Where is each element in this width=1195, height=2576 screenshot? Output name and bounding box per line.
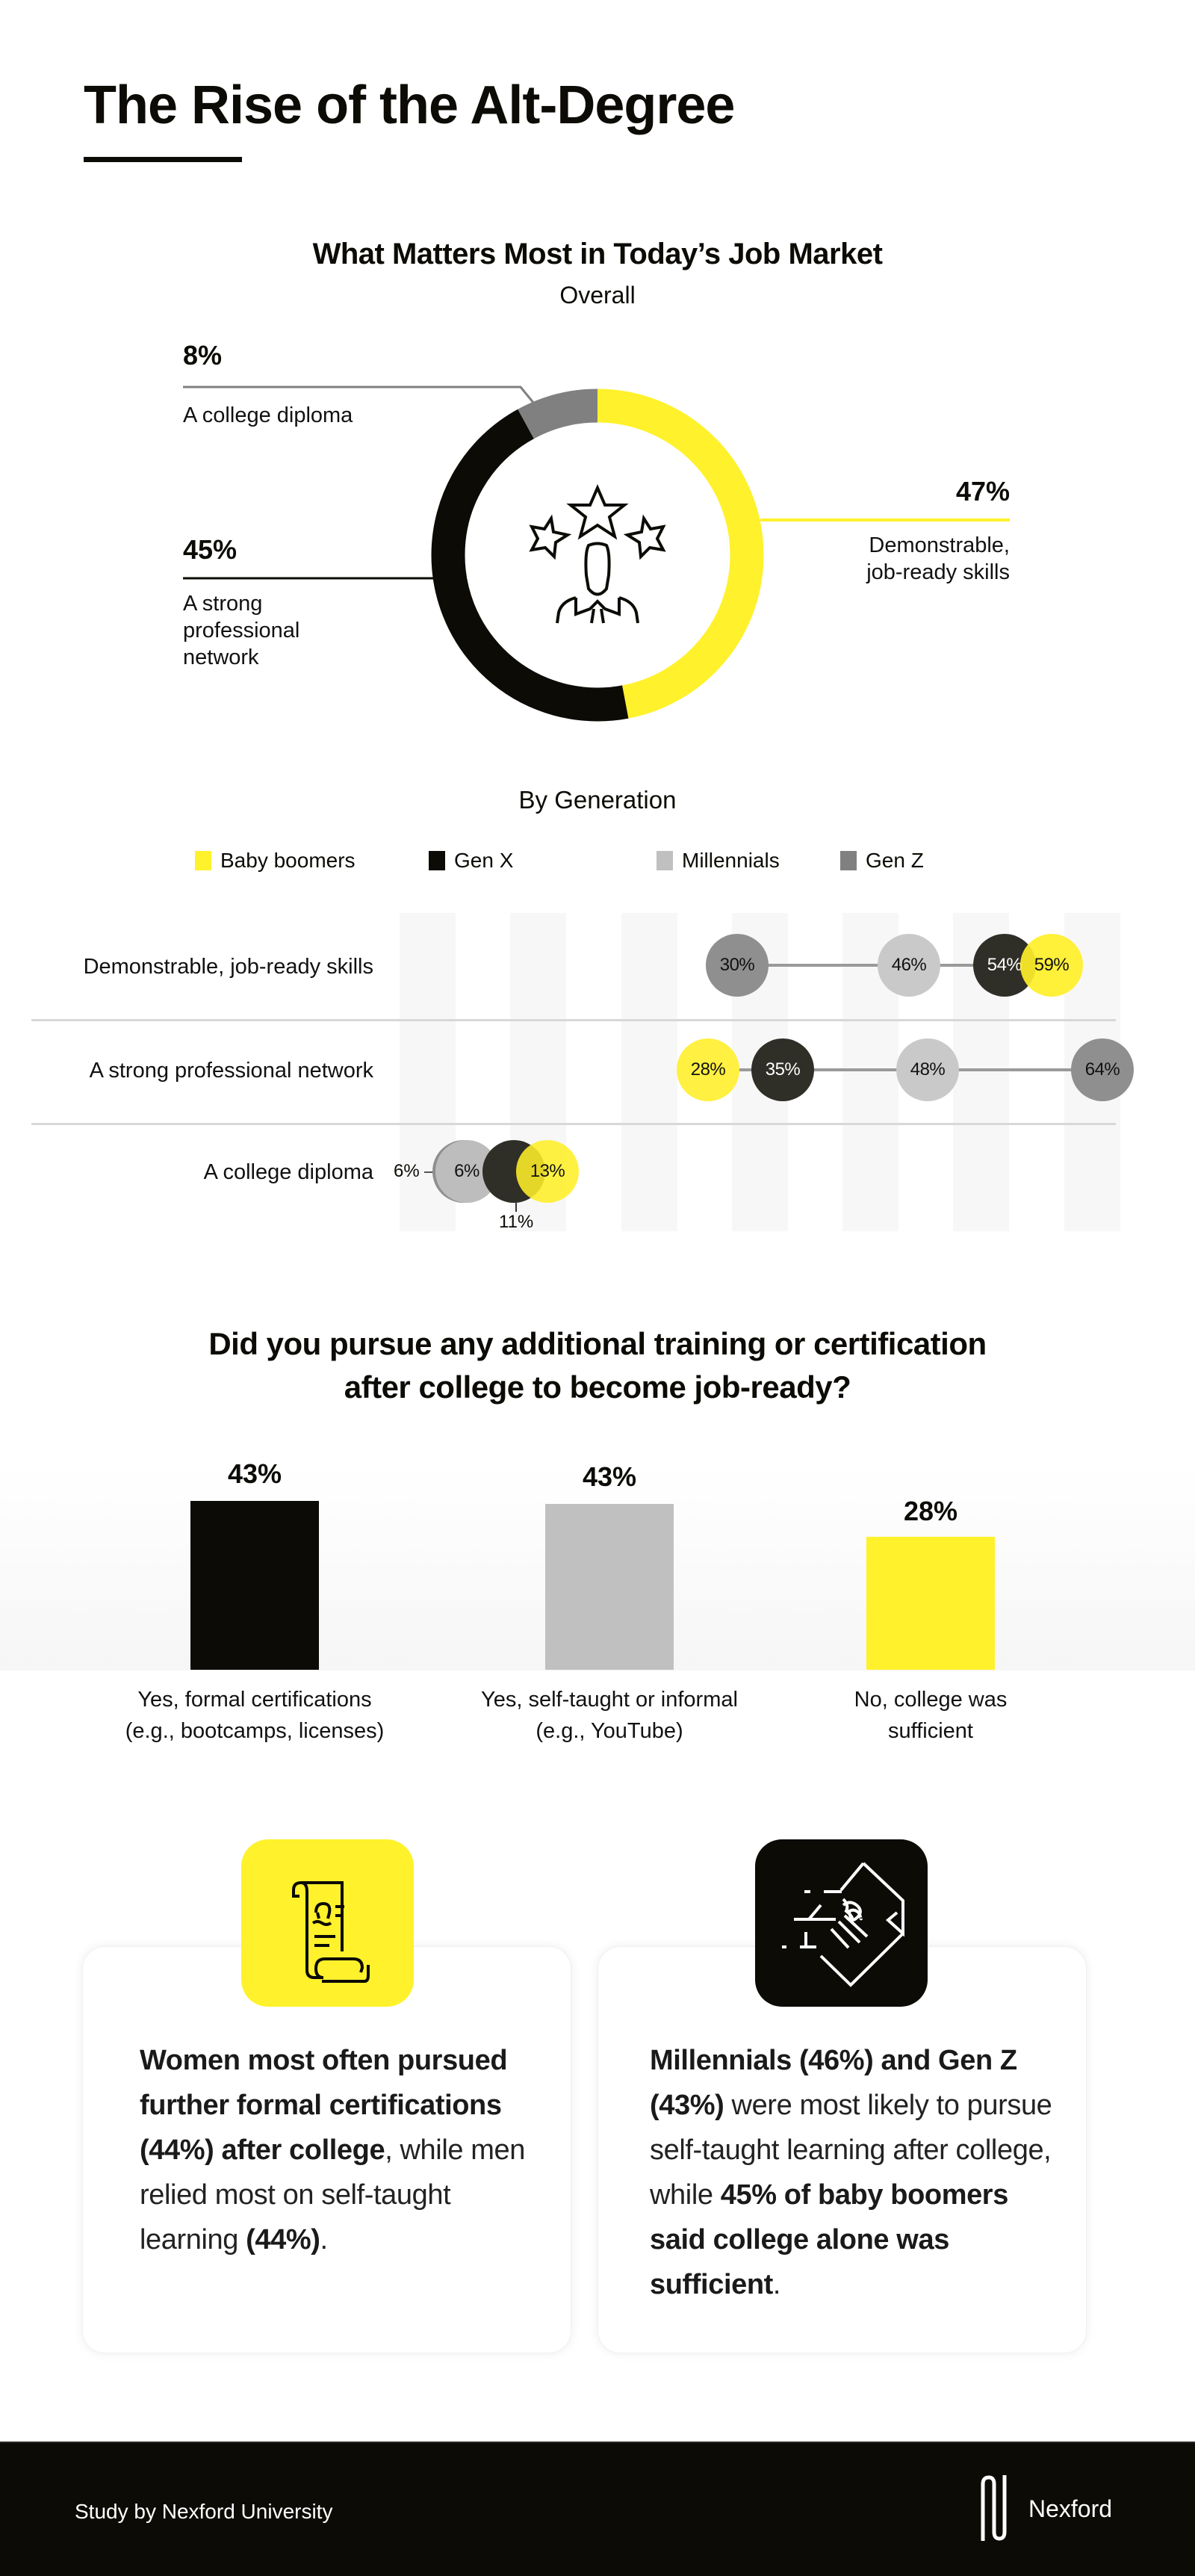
- bar-value-self-taught: 43%: [582, 1461, 637, 1492]
- text-regular: , while men relied most on self-taught l…: [140, 2134, 525, 2255]
- skills-label-line-2: job-ready skills: [866, 560, 1010, 584]
- grid-stripe: [621, 913, 677, 1231]
- row-separator: [31, 1123, 1116, 1125]
- text-bold: (44%): [246, 2224, 320, 2255]
- title-line-1: Did you pursue any additional training o…: [208, 1326, 987, 1361]
- certificate-scroll-icon: [241, 1839, 414, 2007]
- nexford-logo-icon: [981, 2475, 1007, 2541]
- legend-swatch-light-grey: [657, 851, 673, 870]
- bar-label-formal: Yes, formal certifications (e.g., bootca…: [98, 1684, 412, 1747]
- network-label-line-1: A strong: [183, 592, 263, 616]
- legend-item-gen-z: Gen Z: [840, 847, 924, 874]
- row-label-diploma: A college diploma: [203, 1160, 373, 1184]
- dot-gen-x: 35%: [751, 1038, 814, 1101]
- legend-swatch-yellow: [195, 851, 211, 870]
- gen-z-outside-label: 6%: [394, 1161, 420, 1181]
- legend-label: Gen X: [454, 849, 514, 872]
- row-separator: [31, 1019, 1116, 1021]
- skills-value: 47%: [955, 476, 1010, 507]
- nexford-logo-text: Nexford: [1028, 2495, 1113, 2522]
- bar-self-taught: [545, 1504, 674, 1670]
- text-regular: .: [320, 2224, 329, 2255]
- skills-label-line-1: Demonstrable,: [869, 533, 1010, 557]
- bar-value-formal: 43%: [227, 1458, 282, 1489]
- legend-label: Gen Z: [866, 849, 924, 872]
- bar-value-college-sufficient: 28%: [903, 1496, 958, 1526]
- gen-x-tick: [515, 1203, 517, 1212]
- text-regular: .: [772, 2269, 781, 2300]
- bar-label-line: (e.g., YouTube): [536, 1719, 683, 1743]
- card-text-generation: Millennials (46%) and Gen Z (43%) were m…: [650, 2038, 1053, 2307]
- training-question-title: Did you pursue any additional training o…: [0, 1322, 1195, 1409]
- dot-baby-boomers: 59%: [1020, 934, 1083, 997]
- donut-slice-diploma: [431, 388, 764, 722]
- person-stars-icon: [529, 483, 666, 624]
- dot-baby-boomers: 13%: [516, 1140, 579, 1203]
- insight-card-gender: [82, 1946, 571, 2353]
- legend-item-millennials: Millennials: [657, 847, 780, 874]
- text-regular: were most likely to pursue self-taught l…: [650, 2090, 1052, 2211]
- overall-chart-subtitle: Overall: [559, 282, 636, 309]
- network-label-line-3: network: [183, 645, 259, 669]
- network-label-line-2: professional: [183, 619, 300, 643]
- legend-item-baby-boomers: Baby boomers: [195, 847, 356, 874]
- insight-card-generation: [598, 1946, 1087, 2353]
- legend-label: Baby boomers: [220, 849, 356, 872]
- dot-millennials: 46%: [878, 934, 940, 997]
- legend-label: Millennials: [682, 849, 780, 872]
- text-bold: Millennials (46%) and Gen Z (43%): [650, 2045, 1017, 2121]
- text-bold: 45% of baby boomers said college alone w…: [650, 2179, 1008, 2300]
- bar-label-line: sufficient: [888, 1719, 973, 1743]
- diploma-label: A college diploma: [183, 403, 353, 427]
- self-learning-document-icon: [755, 1839, 928, 2007]
- bar-label-line: (e.g., bootcamps, licenses): [125, 1719, 385, 1743]
- overall-chart-title: What Matters Most in Today’s Job Market: [312, 238, 883, 270]
- legend-swatch-black: [429, 851, 445, 870]
- bar-label-line: No, college was: [854, 1688, 1008, 1712]
- legend-swatch-dark-grey: [840, 851, 857, 870]
- dot-millennials: 48%: [896, 1038, 959, 1101]
- gen-x-outside-label: 11%: [499, 1212, 534, 1232]
- bar-label-line: Yes, self-taught or informal: [481, 1688, 738, 1712]
- diploma-value: 8%: [183, 340, 223, 371]
- bar-college-sufficient: [866, 1537, 995, 1670]
- donut-slice-network: [431, 388, 764, 722]
- title-line-2: after college to become job-ready?: [344, 1369, 851, 1405]
- bar-label-line: Yes, formal certifications: [137, 1688, 372, 1712]
- legend-item-gen-x: Gen X: [429, 847, 513, 874]
- page-title: The Rise of the Alt-Degree: [84, 75, 735, 135]
- bar-label-college-sufficient: No, college was sufficient: [774, 1684, 1087, 1747]
- network-value: 45%: [183, 534, 238, 565]
- dot-baby-boomers: 28%: [677, 1038, 739, 1101]
- donut-chart: [183, 386, 1010, 722]
- footer-credit: Study by Nexford University: [75, 2500, 333, 2523]
- gen-z-tick: [424, 1171, 435, 1173]
- bar-label-self-taught: Yes, self-taught or informal (e.g., YouT…: [453, 1684, 766, 1747]
- row-label-network: A strong professional network: [89, 1059, 373, 1083]
- bar-formal-certifications: [190, 1501, 319, 1670]
- row-label-skills: Demonstrable, job-ready skills: [83, 955, 373, 979]
- card-text-gender: Women most often pursued further formal …: [140, 2038, 528, 2262]
- dot-gen-z: 30%: [706, 934, 769, 997]
- by-generation-title: By Generation: [518, 786, 677, 814]
- text-bold: Women most often pursued further formal …: [140, 2045, 508, 2166]
- title-underline: [84, 157, 242, 162]
- dot-gen-z: 64%: [1071, 1038, 1134, 1101]
- diploma-leader-line: [183, 386, 536, 404]
